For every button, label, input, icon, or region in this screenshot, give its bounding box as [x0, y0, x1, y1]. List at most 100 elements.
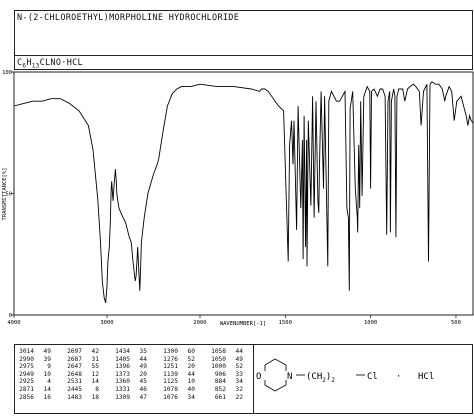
peak-row: 1434 35 [112, 348, 147, 356]
chain-group: (CH2)2 [306, 372, 335, 384]
peak-wavenumber: 1125 [163, 378, 178, 386]
peak-wavenumber: 2975 [19, 363, 34, 371]
peak-wavenumber: 1434 [115, 348, 130, 355]
peak-wavenumber: 1360 [115, 378, 130, 386]
x-axis-label: WAVENUMBER[-1] [220, 321, 266, 327]
x-tick-label-1500: 1500 [279, 320, 292, 326]
peak-transmittance: 44 [139, 355, 147, 363]
peak-wavenumber: 2949 [19, 370, 34, 378]
peak-row: 1078 40 [160, 386, 195, 394]
peak-row: 884 34 [208, 378, 243, 386]
spectrum-series-line [13, 81, 474, 304]
peak-transmittance: 35 [139, 348, 147, 355]
peak-wavenumber: 661 [214, 393, 226, 401]
x-tick-label-3000: 3000 [100, 320, 113, 326]
peak-transmittance: 22 [235, 393, 243, 401]
peak-transmittance: 9 [47, 363, 51, 371]
peak-transmittance: 32 [235, 385, 243, 393]
ring-nitrogen: N [287, 372, 292, 382]
peak-transmittance: 31 [91, 355, 99, 363]
peak-wavenumber: 2647 [67, 363, 82, 371]
peak-row: 1396 49 [112, 363, 147, 371]
peak-row: 2925 4 [16, 378, 51, 386]
peak-transmittance: 55 [91, 363, 99, 371]
peak-wavenumber: 1373 [115, 370, 130, 378]
peak-transmittance: 14 [43, 385, 51, 393]
peak-wavenumber: 1139 [163, 370, 178, 378]
peak-transmittance: 34 [235, 378, 243, 386]
peak-transmittance: 44 [187, 370, 195, 378]
peak-wavenumber: 2648 [67, 370, 82, 378]
peak-wavenumber: 1000 [211, 363, 226, 371]
peak-row: 1076 34 [160, 394, 195, 402]
peak-transmittance: 52 [235, 363, 243, 371]
peak-transmittance: 49 [235, 355, 243, 363]
peak-row: 1483 18 [64, 394, 99, 402]
peak-transmittance: 16 [43, 393, 51, 401]
peak-transmittance: 20 [187, 363, 195, 371]
peak-wavenumber: 1276 [163, 355, 178, 363]
peak-row: 2871 14 [16, 386, 51, 394]
peak-transmittance: 42 [91, 348, 99, 355]
morpholine-ring [264, 358, 287, 392]
peak-transmittance: 20 [139, 370, 147, 378]
peak-column: 2697 42 2687 31 2647 55 2648 12 2531 14 2445 8 1483 1… [64, 348, 99, 401]
peak-column: 1434 35 1405 44 1396 49 1373 20 1360 45 1331 46 1309… [112, 348, 147, 401]
peak-row: 2531 14 [64, 378, 99, 386]
peak-row: 2856 16 [16, 394, 51, 402]
peak-column: 1058 44 1050 49 1000 52 906 33 884 34 852 32 661 22 [208, 348, 243, 401]
molecular-formula: C6H13CLNO·HCL [17, 58, 83, 70]
peak-row: 2648 12 [64, 371, 99, 379]
peak-row: 3014 49 [16, 348, 51, 356]
peak-row: 1360 45 [112, 378, 147, 386]
peak-row: 1309 47 [112, 394, 147, 402]
x-tick-label-2000: 2000 [193, 320, 206, 326]
peak-wavenumber: 1331 [115, 385, 130, 393]
peak-wavenumber: 1078 [163, 385, 178, 393]
peak-row: 1000 52 [208, 363, 243, 371]
peak-wavenumber: 2697 [67, 348, 82, 355]
peak-wavenumber: 852 [214, 385, 226, 393]
peak-wavenumber: 2531 [67, 378, 82, 386]
peak-row: 1251 20 [160, 363, 195, 371]
hcl-label: HCl [418, 372, 434, 382]
structure-diagram: O N (CH2)2 Cl · HCl [255, 358, 434, 392]
peak-transmittance: 12 [91, 370, 99, 378]
peak-wavenumber: 884 [214, 378, 226, 386]
peak-transmittance: 49 [43, 348, 51, 355]
structure-box [253, 344, 473, 414]
peak-wavenumber: 2445 [67, 385, 82, 393]
peak-wavenumber: 1300 [163, 348, 178, 355]
peak-row: 2975 9 [16, 363, 51, 371]
peak-row: 1300 60 [160, 348, 195, 356]
peak-column: 3014 49 2990 39 2975 9 2949 10 2925 4 2871 14 2856 16 [16, 348, 51, 401]
y-tick-label-100: 100 [2, 70, 12, 76]
y-axis-label: TRANSMITTANCE[%] [2, 168, 8, 221]
salt-dot: · [396, 372, 401, 382]
peak-row: 1331 46 [112, 386, 147, 394]
peak-transmittance: 47 [139, 393, 147, 401]
peak-transmittance: 49 [139, 363, 147, 371]
x-tick-label-4000: 4000 [7, 320, 20, 326]
peak-row: 852 32 [208, 386, 243, 394]
peak-wavenumber: 1396 [115, 363, 130, 371]
ring-oxygen: O [256, 372, 261, 382]
peak-wavenumber: 2925 [19, 378, 34, 386]
compound-name: N-(2-CHLOROETHYL)MORPHOLINE HYDROCHLORID… [17, 13, 240, 23]
peak-row: 2687 31 [64, 356, 99, 364]
peak-wavenumber: 1251 [163, 363, 178, 371]
peak-wavenumber: 1405 [115, 355, 130, 363]
peak-row: 1276 52 [160, 356, 195, 364]
peak-transmittance: 10 [187, 378, 195, 386]
peak-row: 1058 44 [208, 348, 243, 356]
y-tick-label-0: 0 [9, 313, 12, 319]
peak-column: 1300 60 1276 52 1251 20 1139 44 1125 10 1078 40 1076… [160, 348, 195, 401]
peak-transmittance: 18 [91, 393, 99, 401]
peak-wavenumber: 2871 [19, 385, 34, 393]
peak-row: 1125 10 [160, 378, 195, 386]
peak-transmittance: 46 [139, 385, 147, 393]
peak-row: 2445 8 [64, 386, 99, 394]
peak-row: 906 33 [208, 371, 243, 379]
y-tick-label-50: 50 [5, 192, 12, 198]
